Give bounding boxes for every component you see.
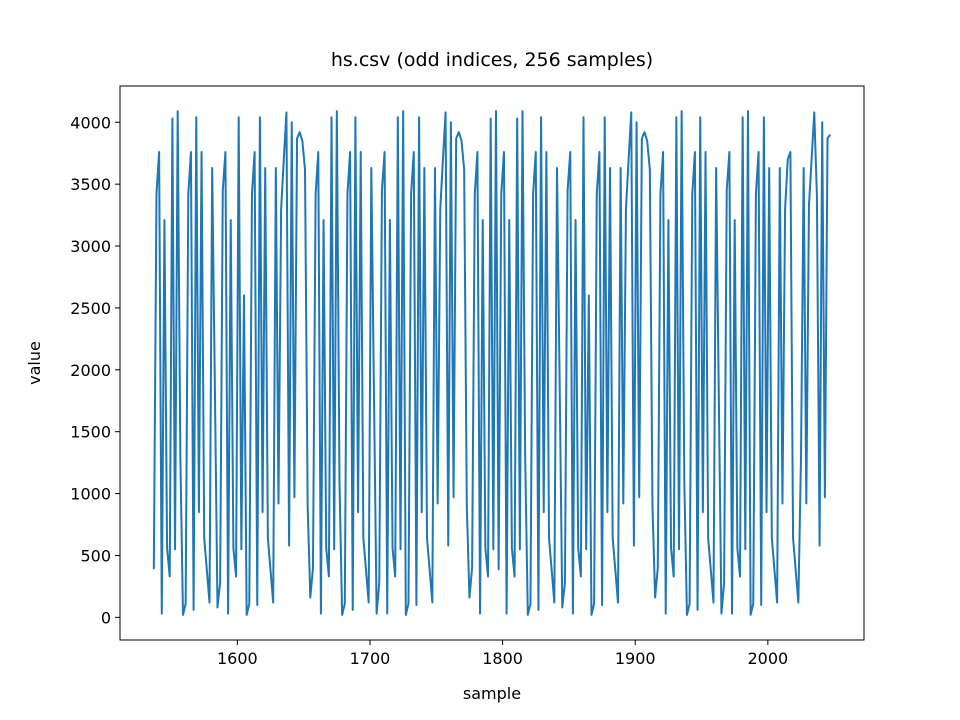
- x-axis-label: sample: [463, 684, 521, 703]
- x-tick-label: 1900: [615, 649, 656, 668]
- y-tick-label: 4000: [70, 113, 111, 132]
- x-tick-label: 1800: [482, 649, 523, 668]
- y-tick-label: 2500: [70, 299, 111, 318]
- data-line: [152, 110, 831, 616]
- y-tick-label: 0: [101, 608, 111, 627]
- y-tick-label: 2000: [70, 361, 111, 380]
- x-tick-label: 1700: [350, 649, 391, 668]
- y-tick-label: 1500: [70, 423, 111, 442]
- y-axis-label: value: [25, 341, 44, 385]
- y-tick-label: 3500: [70, 175, 111, 194]
- x-tick-label: 1600: [217, 649, 258, 668]
- plot-frame: [119, 85, 865, 641]
- y-tick-label: 1000: [70, 485, 111, 504]
- y-tick-label: 500: [80, 546, 111, 565]
- y-tick-label: 3000: [70, 237, 111, 256]
- x-tick-label: 2000: [747, 649, 788, 668]
- chart-title: hs.csv (odd indices, 256 samples): [331, 49, 653, 71]
